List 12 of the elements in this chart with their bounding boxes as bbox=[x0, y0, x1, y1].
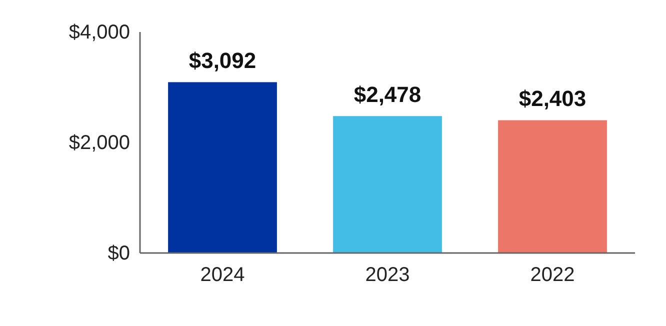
x-tick-label: 2024 bbox=[200, 264, 245, 286]
bar bbox=[333, 116, 442, 253]
bar bbox=[168, 82, 277, 253]
x-tick-label: 2022 bbox=[530, 264, 575, 286]
y-tick-label: $0 bbox=[108, 242, 130, 264]
y-tick-label: $2,000 bbox=[68, 132, 130, 154]
y-tick-label: $4,000 bbox=[68, 21, 130, 44]
bar bbox=[498, 120, 607, 253]
data-label: $2,403 bbox=[518, 86, 586, 112]
x-tick-label: 2023 bbox=[365, 264, 410, 286]
data-label: $2,478 bbox=[354, 82, 422, 108]
data-label: $3,092 bbox=[188, 48, 256, 74]
